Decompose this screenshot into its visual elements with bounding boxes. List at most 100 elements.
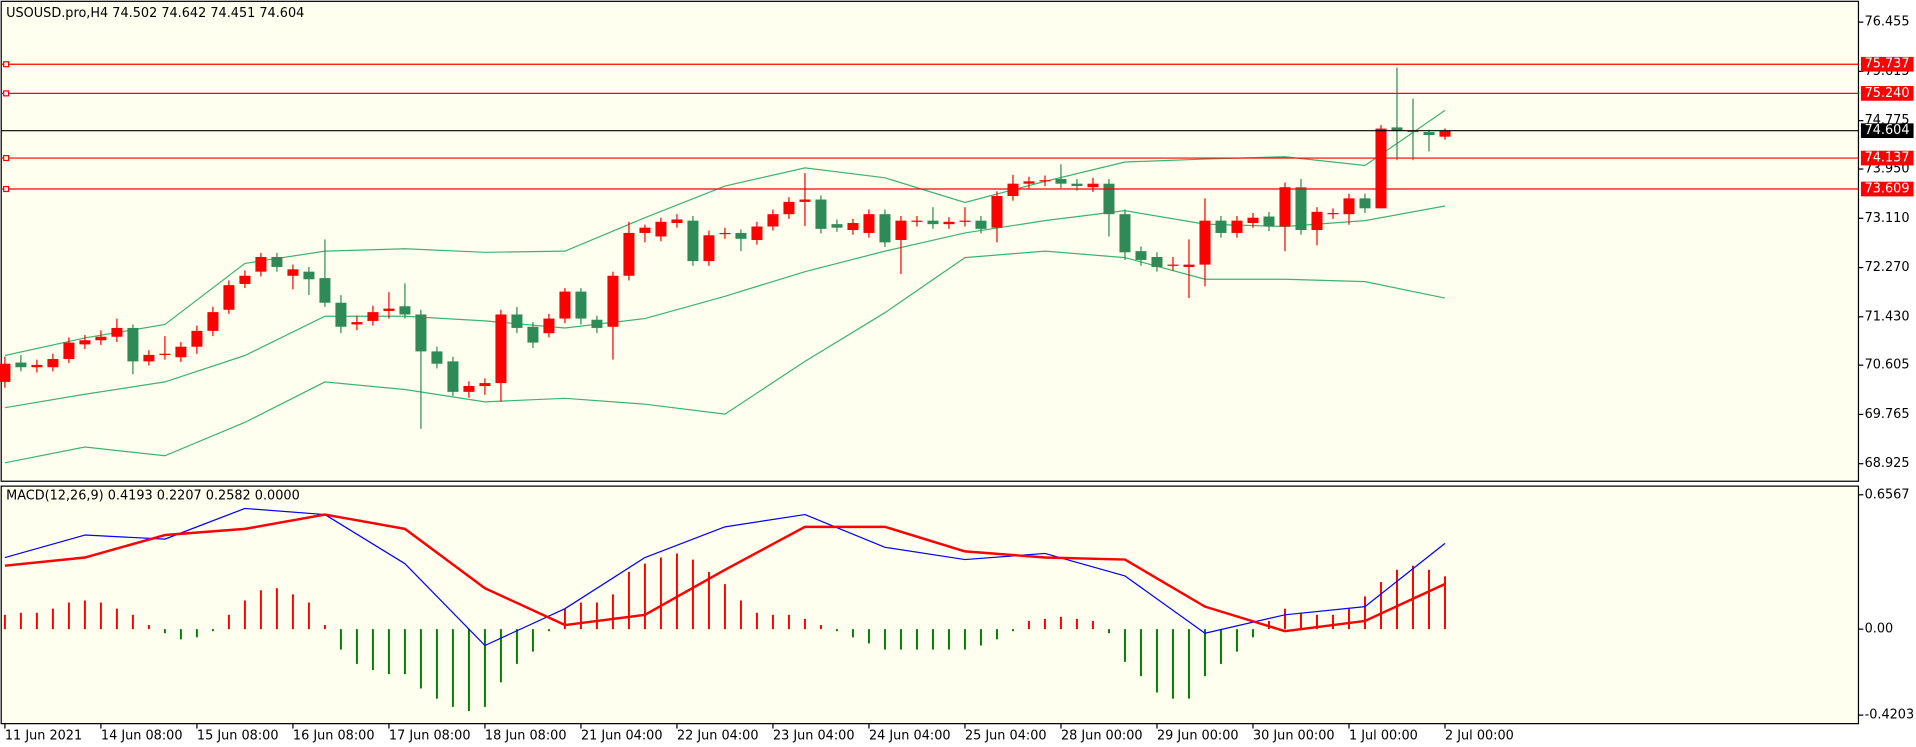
candle-body xyxy=(1007,183,1019,197)
candle-body xyxy=(1071,183,1083,187)
candle-body xyxy=(1135,251,1147,260)
candle-body xyxy=(847,222,859,231)
candle-body xyxy=(1263,216,1275,227)
candle-body xyxy=(511,314,523,328)
candle-body xyxy=(1343,198,1355,215)
candle-body xyxy=(303,271,315,280)
level-label-box xyxy=(1860,56,1914,72)
candle-body xyxy=(191,330,203,347)
candle-body xyxy=(431,351,443,364)
x-tick-label: 28 Jun 00:00 xyxy=(1061,728,1143,743)
candle-body xyxy=(47,359,59,368)
candle-body xyxy=(1103,183,1115,215)
plot-layer: 76.45575.61574.77573.95073.11072.27071.4… xyxy=(0,15,1914,743)
candle-body xyxy=(255,256,267,272)
bid-label-box xyxy=(1860,123,1914,139)
x-tick-label: 17 Jun 08:00 xyxy=(389,728,471,743)
candle-body xyxy=(783,201,795,215)
candle-body xyxy=(159,353,171,355)
level-anchor xyxy=(3,61,10,68)
candle-body xyxy=(815,199,827,229)
macd-panel xyxy=(0,485,1860,725)
candle-body xyxy=(223,285,235,310)
candle-body xyxy=(287,269,299,276)
candle-body xyxy=(271,256,283,267)
level-anchor xyxy=(3,185,10,193)
level-anchor xyxy=(3,155,10,162)
candle-body xyxy=(0,363,11,382)
candle-body xyxy=(879,214,891,243)
candle-body xyxy=(975,220,987,229)
x-tick-label: 23 Jun 04:00 xyxy=(773,728,855,743)
candle-body xyxy=(1039,180,1051,182)
y-tick-label: 69.765 xyxy=(1865,407,1910,422)
y-tick-label: 71.430 xyxy=(1865,309,1910,324)
candle-body xyxy=(959,220,971,222)
candle-body xyxy=(1215,220,1227,233)
x-tick-label: 16 Jun 08:00 xyxy=(293,728,375,743)
bid-label: 74.604 xyxy=(1865,123,1910,138)
candle-body xyxy=(1087,183,1099,188)
candle-body xyxy=(1231,220,1243,233)
candle-body xyxy=(591,319,603,328)
y-tick-label: 0.00 xyxy=(1865,622,1894,637)
x-tick-label: 29 Jun 00:00 xyxy=(1157,728,1239,743)
candle-body xyxy=(1391,127,1403,131)
y-tick-label: 76.455 xyxy=(1865,15,1910,30)
x-tick-label: 15 Jun 08:00 xyxy=(197,728,279,743)
candle-body xyxy=(1167,264,1179,266)
y-tick-label: 70.605 xyxy=(1865,358,1910,373)
candle-body xyxy=(239,275,251,284)
candle-body xyxy=(111,327,123,337)
candle-body xyxy=(911,220,923,222)
candle-body xyxy=(991,196,1003,228)
candle-body xyxy=(943,221,955,225)
y-tick-label: 0.6567 xyxy=(1865,487,1910,502)
candle-body xyxy=(895,220,907,240)
x-tick-label: 2 Jul 00:00 xyxy=(1445,728,1514,743)
candle-body xyxy=(1183,264,1195,267)
candle-body xyxy=(527,326,539,343)
x-tick-label: 14 Jun 08:00 xyxy=(101,728,183,743)
x-tick-label: 22 Jun 04:00 xyxy=(677,728,759,743)
candle-body xyxy=(1119,214,1131,253)
candle-body xyxy=(799,199,811,202)
candle-body xyxy=(1407,130,1419,133)
level-label: 75.737 xyxy=(1865,57,1910,72)
candle-body xyxy=(831,224,843,228)
candle-body xyxy=(543,318,555,334)
candle-body xyxy=(671,219,683,223)
candle-body xyxy=(463,386,475,392)
candle-body xyxy=(1311,211,1323,231)
candle-body xyxy=(1327,213,1339,215)
candle-body xyxy=(719,232,731,235)
chart-title: USOUSD.pro,H4 74.502 74.642 74.451 74.60… xyxy=(6,6,304,21)
candle-body xyxy=(1023,181,1035,184)
candle-body xyxy=(1295,187,1307,231)
level-anchor xyxy=(3,90,10,97)
candle-body xyxy=(335,302,347,327)
candle-body xyxy=(767,214,779,227)
x-tick-label: 1 Jul 00:00 xyxy=(1349,728,1418,743)
candle-body xyxy=(927,220,939,225)
candle-body xyxy=(447,361,459,392)
candle-body xyxy=(751,226,763,240)
candle-body xyxy=(1375,128,1387,209)
macd-title: MACD(12,26,9) 0.4193 0.2207 0.2582 0.000… xyxy=(6,488,300,503)
macd-line xyxy=(4,507,1446,647)
candle-body xyxy=(1055,179,1067,184)
level-label-box xyxy=(1860,150,1914,166)
level-label-box xyxy=(1860,86,1914,101)
level-label: 73.609 xyxy=(1865,182,1910,197)
candle-body xyxy=(607,275,619,327)
candle-body xyxy=(623,232,635,276)
x-tick-label: 30 Jun 00:00 xyxy=(1253,728,1335,743)
candle-body xyxy=(1279,187,1291,227)
x-tick-label: 25 Jun 04:00 xyxy=(965,728,1047,743)
candle-body xyxy=(143,354,155,362)
candle-body xyxy=(1359,198,1371,209)
candle-body xyxy=(479,383,491,387)
candle-body xyxy=(1247,217,1259,223)
